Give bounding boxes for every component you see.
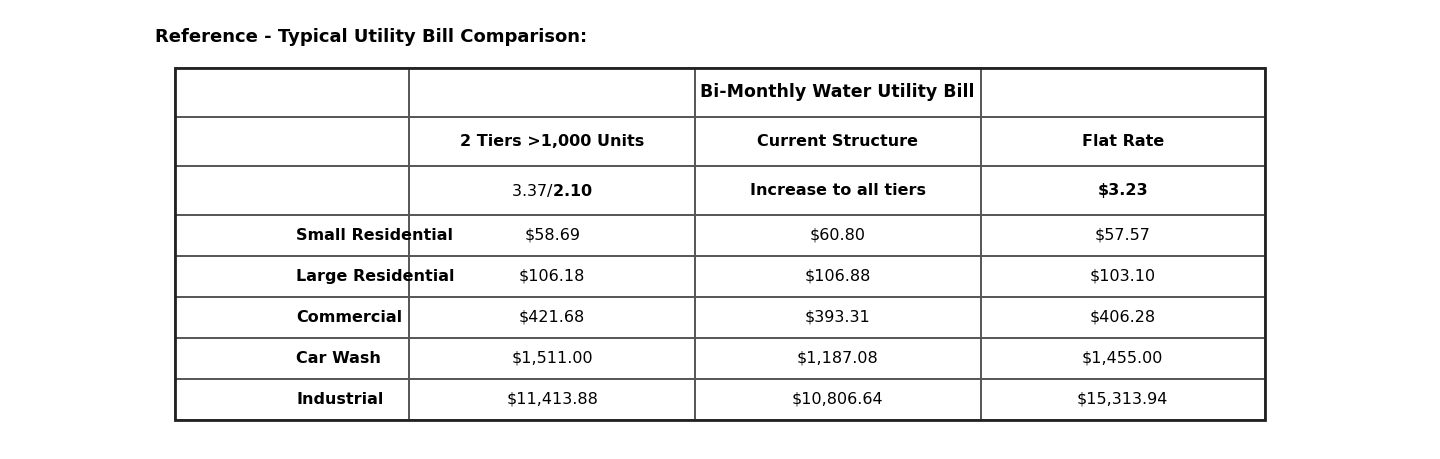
Text: $3.37/ $2.10: $3.37/ $2.10 (511, 182, 593, 199)
Text: Industrial: Industrial (297, 392, 383, 407)
Bar (409, 68, 696, 117)
Text: Bi-Monthly Water Utility Bill: Bi-Monthly Water Utility Bill (700, 84, 975, 101)
Text: Reference - Typical Utility Bill Comparison:: Reference - Typical Utility Bill Compari… (156, 28, 588, 46)
Text: $393.31: $393.31 (805, 310, 871, 325)
Text: Flat Rate: Flat Rate (1081, 134, 1164, 149)
Bar (176, 215, 409, 256)
Bar (176, 166, 409, 215)
Bar (176, 297, 409, 338)
Text: $421.68: $421.68 (518, 310, 585, 325)
Bar (696, 297, 981, 338)
Bar (409, 338, 696, 379)
Bar (409, 215, 696, 256)
Bar (409, 379, 696, 420)
Bar (981, 338, 1264, 379)
Bar (409, 117, 696, 166)
Text: $15,313.94: $15,313.94 (1077, 392, 1168, 407)
Bar (176, 379, 409, 420)
Text: Commercial: Commercial (297, 310, 402, 325)
Bar (409, 256, 696, 297)
Bar (409, 297, 696, 338)
Text: $57.57: $57.57 (1094, 228, 1151, 243)
Text: $406.28: $406.28 (1090, 310, 1156, 325)
Text: Increase to all tiers: Increase to all tiers (750, 183, 926, 198)
Text: Car Wash: Car Wash (297, 351, 382, 366)
Text: $103.10: $103.10 (1090, 269, 1156, 284)
Bar (981, 215, 1264, 256)
Bar (696, 338, 981, 379)
Bar (176, 68, 409, 117)
Text: Current Structure: Current Structure (757, 134, 919, 149)
Bar (696, 379, 981, 420)
Bar (981, 166, 1264, 215)
Text: Large Residential: Large Residential (297, 269, 455, 284)
Text: $60.80: $60.80 (809, 228, 865, 243)
Text: $10,806.64: $10,806.64 (792, 392, 884, 407)
Text: $1,511.00: $1,511.00 (511, 351, 593, 366)
Bar (696, 117, 981, 166)
Bar (176, 256, 409, 297)
Text: $3.23: $3.23 (1097, 183, 1148, 198)
Text: $106.18: $106.18 (518, 269, 585, 284)
Text: $58.69: $58.69 (524, 228, 580, 243)
Bar (176, 338, 409, 379)
Bar (981, 256, 1264, 297)
Bar (981, 68, 1264, 117)
Text: $106.88: $106.88 (805, 269, 871, 284)
Bar (981, 379, 1264, 420)
Text: $1,187.08: $1,187.08 (796, 351, 878, 366)
Text: $1,455.00: $1,455.00 (1081, 351, 1164, 366)
Bar (696, 215, 981, 256)
Bar (981, 117, 1264, 166)
Text: Small Residential: Small Residential (297, 228, 454, 243)
Text: $11,413.88: $11,413.88 (507, 392, 598, 407)
Bar (176, 68, 1264, 420)
Bar (696, 166, 981, 215)
Bar (696, 68, 981, 117)
Bar (981, 297, 1264, 338)
Bar (696, 256, 981, 297)
Text: 2 Tiers >1,000 Units: 2 Tiers >1,000 Units (459, 134, 644, 149)
Bar (176, 117, 409, 166)
Bar (409, 166, 696, 215)
